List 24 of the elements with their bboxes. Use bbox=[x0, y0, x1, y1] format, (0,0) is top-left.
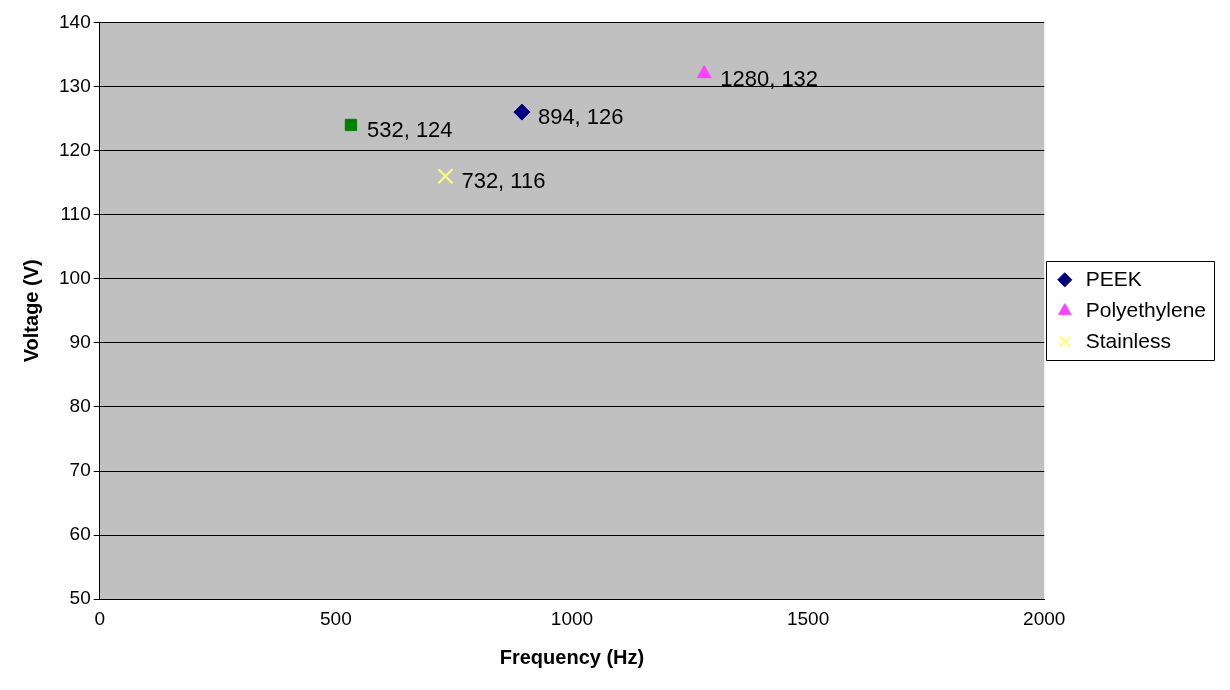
data-label: 732, 116 bbox=[461, 168, 546, 194]
y-tick-label: 110 bbox=[60, 202, 91, 224]
x-axis-title: Frequency (Hz) bbox=[499, 645, 645, 668]
y-tick-label: 90 bbox=[69, 331, 91, 353]
legend-label: PEEK bbox=[1085, 266, 1142, 290]
y-tick-label: 80 bbox=[69, 395, 91, 417]
y-tick-label: 140 bbox=[59, 10, 91, 32]
y-tick-label: 120 bbox=[59, 138, 91, 160]
y-axis-title: Voltage (V) bbox=[19, 259, 42, 363]
y-tick-label: 130 bbox=[59, 74, 91, 96]
x-tick-label: 500 bbox=[319, 607, 352, 629]
x-tick-label: 0 bbox=[94, 607, 105, 629]
data-label: 1280, 132 bbox=[720, 65, 819, 91]
x-tick-label: 1000 bbox=[550, 607, 594, 629]
x-tick-label: 1500 bbox=[786, 607, 830, 629]
data-label: 532, 124 bbox=[366, 117, 453, 142]
legend-label: Stainless bbox=[1085, 328, 1171, 352]
y-tick-label: 60 bbox=[69, 523, 91, 545]
x-tick-label: 2000 bbox=[1023, 607, 1066, 629]
y-tick-label: 100 bbox=[59, 266, 91, 288]
y-tick-label: 50 bbox=[69, 587, 91, 609]
data-label: 894, 126 bbox=[537, 104, 624, 130]
legend-label: Polyethylene bbox=[1085, 297, 1206, 321]
y-tick-label: 70 bbox=[69, 459, 91, 481]
